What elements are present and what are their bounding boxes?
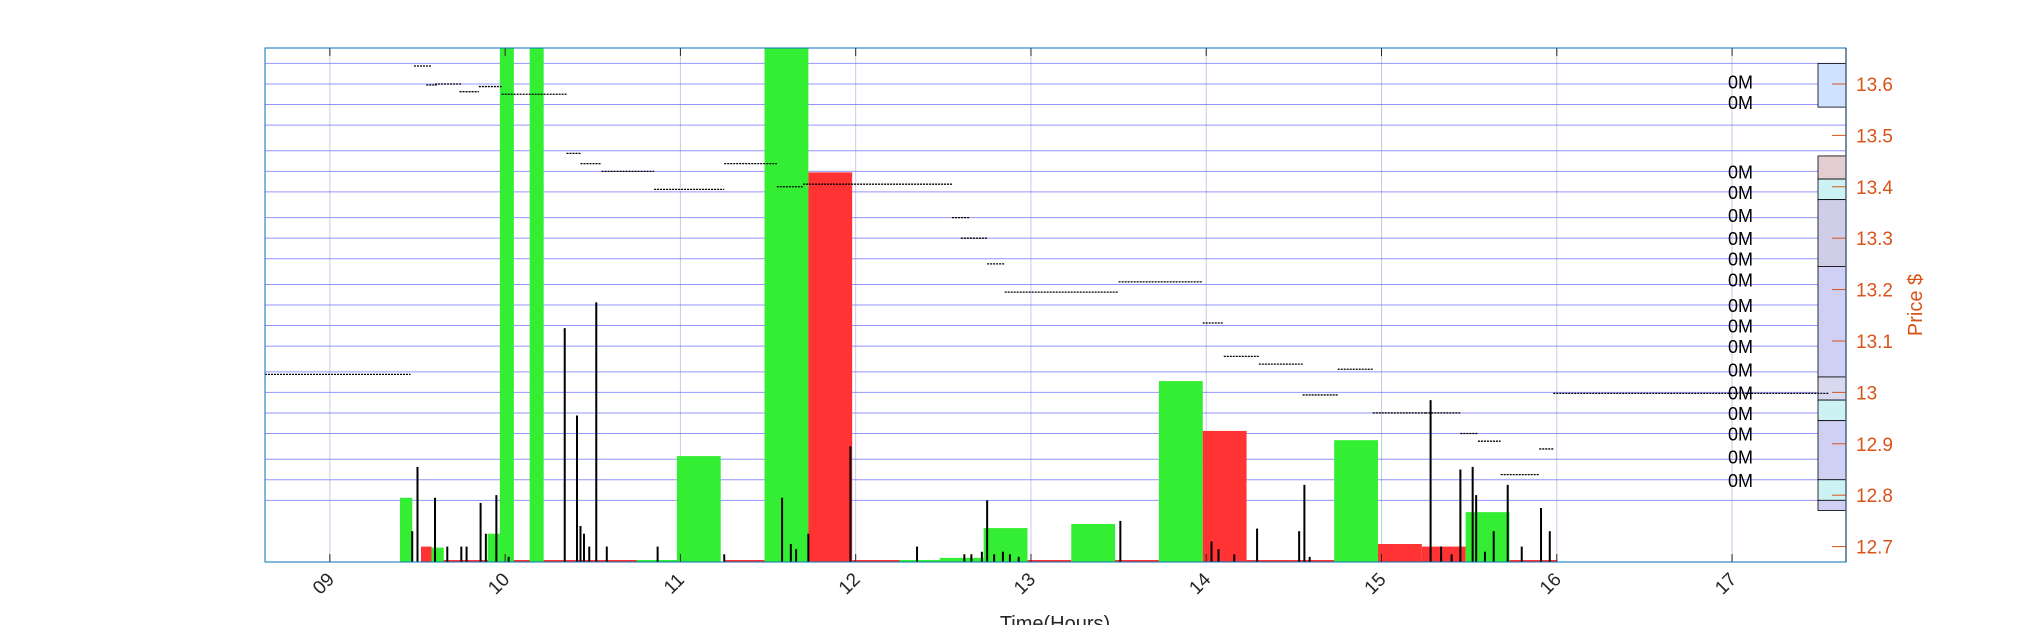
volume-profile-label: 0M <box>1728 250 1753 270</box>
x-tick-label: 15 <box>1361 569 1391 599</box>
volume-profile-box <box>1817 63 1847 108</box>
volume-bar-up <box>1158 381 1203 562</box>
volume-profile-label: 0M <box>1728 162 1753 182</box>
volume-profile-label: 0M <box>1728 229 1753 249</box>
x-tick-label: 16 <box>1536 569 1566 599</box>
volume-bar-up <box>487 533 500 562</box>
baseline-volume-segment <box>1246 560 1291 562</box>
x-tick-label: 09 <box>309 569 339 599</box>
volume-bar-up <box>983 528 1028 562</box>
y-tick-label: 13.3 <box>1856 229 1893 250</box>
y-axis-label: Price $ <box>1905 274 1927 336</box>
volume-bar-up <box>499 48 514 562</box>
y-tick-label: 12.9 <box>1856 435 1893 456</box>
volume-profile-label: 0M <box>1728 425 1753 445</box>
volume-profile-label: 0M <box>1728 360 1753 380</box>
baseline-volume-segment <box>1027 560 1072 562</box>
volume-bar-up <box>939 557 984 562</box>
volume-bar-up <box>1334 440 1379 562</box>
y-tick-label: 13.4 <box>1856 178 1893 199</box>
volume-bar-up <box>1071 523 1116 562</box>
baseline-volume-segment <box>1290 560 1335 562</box>
volume-profile-box <box>1817 420 1847 481</box>
volume-profile-label: 0M <box>1728 471 1753 491</box>
x-tick-label: 11 <box>660 570 689 599</box>
y-tick-label: 12.7 <box>1856 538 1893 559</box>
volume-profile-label: 0M <box>1728 206 1753 226</box>
baseline-volume-segment <box>852 560 900 562</box>
y-tick-label: 12.8 <box>1856 486 1893 507</box>
baseline-volume-segment <box>1509 560 1557 562</box>
volume-profile-label: 0M <box>1728 93 1753 113</box>
volume-profile-label: 0M <box>1728 296 1753 316</box>
y-tick-label: 13.2 <box>1856 281 1893 302</box>
volume-bar-down <box>1202 430 1247 562</box>
volume-bar-up <box>399 497 413 562</box>
volume-profile-box <box>1817 399 1847 422</box>
baseline-volume-segment <box>724 560 765 562</box>
volume-profile-label: 0M <box>1728 183 1753 203</box>
volume-bar-down <box>420 546 432 562</box>
volume-profile-box <box>1817 376 1847 401</box>
volume-profile-label: 0M <box>1728 317 1753 337</box>
y-tick-label: 13 <box>1856 383 1877 404</box>
volume-profile-label: 0M <box>1728 404 1753 424</box>
x-axis-label: Time(Hours) <box>1000 613 1110 625</box>
y-tick-label: 13.5 <box>1856 126 1893 147</box>
volume-profile-box <box>1817 479 1847 501</box>
baseline-volume-segment <box>1115 560 1159 562</box>
volume-profile-box <box>1817 266 1847 378</box>
volume-profile-label: 0M <box>1728 448 1753 468</box>
y-tick-label: 13.1 <box>1856 332 1893 353</box>
x-tick-label: 17 <box>1711 569 1741 599</box>
volume-profile-box <box>1817 499 1847 512</box>
volume-bar-up <box>676 456 721 562</box>
volume-profile-label: 0M <box>1728 270 1753 290</box>
x-tick-label: 12 <box>835 569 865 599</box>
volume-bar-down <box>1421 546 1466 562</box>
y-tick-label: 13.6 <box>1856 75 1893 96</box>
volume-profile-box <box>1817 155 1847 180</box>
volume-bar-down <box>808 172 853 562</box>
volume-profile-box <box>1817 199 1847 267</box>
plot-frame <box>264 47 1847 563</box>
volume-profile-label: 0M <box>1728 72 1753 92</box>
x-tick-label: 13 <box>1010 569 1040 599</box>
volume-bar-down <box>1378 544 1422 562</box>
volume-profile-label: 0M <box>1728 337 1753 357</box>
baseline-volume-segment <box>899 560 940 562</box>
volume-profile-box <box>1817 178 1847 201</box>
volume-bar-up <box>764 48 809 562</box>
volume-bar-up <box>529 48 544 562</box>
x-tick-label: 14 <box>1185 569 1215 599</box>
volume-bar-up <box>431 547 444 562</box>
x-tick-label: 10 <box>484 569 514 599</box>
